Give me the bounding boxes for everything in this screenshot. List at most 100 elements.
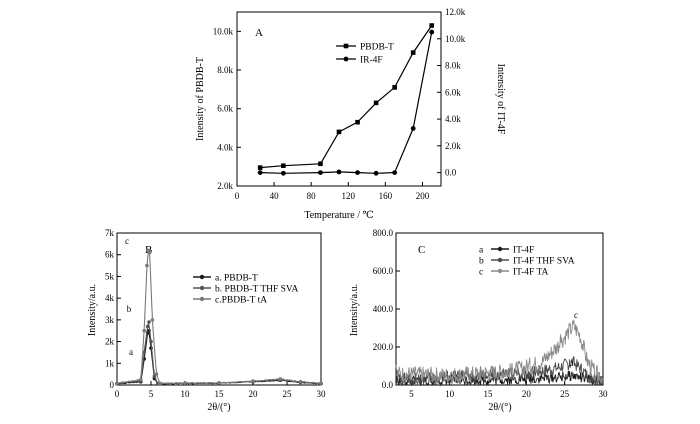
panel-a-point-square (318, 161, 323, 167)
panel-c-xtick-label: 20 (522, 389, 532, 399)
panel-b-point (278, 377, 283, 381)
panel-b-ytick-label: 6k (105, 250, 115, 260)
panel-b-legend-label: a. PBDB-T (215, 274, 258, 284)
panel-a-xtick-label: 200 (416, 191, 430, 201)
panel-c-legend-marker (497, 246, 503, 252)
panel-b-point (298, 379, 303, 384)
panel-c-annotation: c (574, 310, 578, 320)
panel-a-frame (236, 11, 442, 187)
panel-a-ylabel: Intensity of PBDB-T (195, 57, 206, 141)
panel-a-point-circle (410, 126, 416, 131)
panel-b-point (115, 381, 119, 386)
panel-a-point-circle (318, 170, 323, 176)
panel-b-xtick-label: 25 (283, 389, 293, 399)
panel-c-legend-prefix: b (479, 257, 484, 267)
panel-c-legend-prefix: c (479, 268, 483, 278)
panel-b-point (183, 381, 187, 385)
panel-b-series-line-1 (116, 329, 322, 385)
panel-b-legend-label: b. PBDB-T THF SVA (215, 285, 299, 295)
panel-b-legend-marker (199, 296, 205, 302)
panel-a-legend-label: PBDB-T (360, 43, 394, 53)
panel-c-series-line-3 (395, 320, 604, 385)
panel-b-point (149, 339, 153, 344)
panel-a-xtick-label: 40 (270, 191, 280, 201)
panel-a-point-circle (280, 170, 286, 176)
panel-b-xtick-label: 0 (115, 389, 120, 399)
panel-b-annotation: c (125, 236, 129, 246)
panel-b-ytick-label: 5k (105, 271, 115, 281)
panel-b-series-line-3 (116, 249, 322, 385)
panel-b-annotation: a (129, 347, 133, 357)
panel-a-y2tick-label: 10.0k (445, 34, 466, 44)
panel-b-legend-label: c.PBDB-T tA (215, 296, 267, 306)
panel-b-xtick-label: 5 (149, 389, 154, 399)
panel-b-point (217, 381, 221, 385)
panel-a-ytick-label: 2.0k (217, 181, 233, 191)
panel-a-point-square (429, 23, 435, 28)
panel-a-point-square (281, 163, 286, 168)
panel-b-xtick-label: 20 (249, 389, 259, 399)
panel-a-xtick-label: 80 (307, 191, 317, 201)
panel-c-legend-label: IT-4F TA (513, 268, 549, 278)
panel-b-annotation: b (127, 304, 132, 314)
panel-c-ytick-label: 800.0 (373, 228, 394, 238)
panel-c-ytick-label: 0.0 (382, 380, 394, 390)
panel-b-ytick-label: 3k (105, 315, 115, 325)
panel-c-legend-marker (497, 268, 503, 274)
panel-c: C 5 10 15 20 25 30 0.0 200.0 400.0 600.0 800.0 IT… (349, 228, 608, 413)
panel-a-xlabel: Temperature / ℃ (304, 210, 373, 221)
panel-a-ytick-label: 4.0k (217, 142, 233, 152)
panel-a-point-square (355, 119, 360, 125)
panel-a-point-circle (257, 170, 263, 176)
panel-a-point-square (336, 129, 342, 135)
panel-a-ytick-label: 8.0k (217, 65, 233, 75)
panel-b-point (158, 381, 162, 386)
panel-b-xtick-label: 10 (181, 389, 191, 399)
panel-b-xtick-label: 15 (215, 389, 225, 399)
panel-a-y2tick-label: 2.0k (445, 141, 461, 151)
panel-c-ytick-label: 400.0 (373, 304, 394, 314)
panel-b-ytick-label: 7k (105, 228, 115, 238)
panel-b-point (145, 263, 149, 268)
panel-a-xtick-label: 160 (379, 191, 393, 201)
panel-b-point (147, 320, 151, 324)
panel-b-legend-marker (199, 285, 205, 291)
panel-c-xtick-label: 10 (445, 389, 455, 399)
panel-a-y2tick-label: 4.0k (445, 114, 461, 124)
panel-a-point-square (392, 85, 397, 90)
panel-a-legend-marker (343, 43, 349, 49)
panel-c-letter: C (418, 244, 425, 256)
panel-b-point (150, 318, 155, 322)
panel-b-ytick-label: 2k (105, 337, 115, 347)
panel-b-ytick-label: 1k (105, 358, 115, 368)
panel-a-xtick-label: 0 (235, 191, 240, 201)
panel-b-legend-marker (199, 274, 205, 280)
panel-b-point (145, 324, 150, 329)
panel-a: A 0 40 80 120 160 200 2.0k 4.0k 6.0k 8.0k 10.0k 0… (195, 7, 506, 221)
panel-c-xtick-label: 15 (484, 389, 494, 399)
panel-b-point (154, 372, 159, 376)
panel-a-xtick-label: 120 (342, 191, 356, 201)
panel-c-ytick-label: 200.0 (373, 342, 394, 352)
panel-c-legend-prefix: a (479, 246, 484, 256)
panel-a-point-square (373, 100, 379, 106)
panel-a-point-square (410, 50, 416, 55)
panel-b-point (251, 379, 255, 383)
panel-c-ylabel: Intensity/a.u. (349, 284, 360, 336)
panel-c-annotation: b (569, 358, 574, 368)
panel-b-point (147, 250, 152, 255)
panel-a-legend-label: IR-4F (360, 56, 383, 66)
panel-a-legend-marker (343, 56, 349, 62)
panel-c-xtick-label: 25 (560, 389, 570, 399)
panel-b-xlabel: 2θ/(°) (207, 402, 230, 413)
panel-a-point-circle (373, 170, 379, 176)
panel-b-ytick-label: 4k (105, 293, 115, 303)
panel-b-xtick-label: 30 (317, 389, 327, 399)
panel-a-y2tick-label: 0.0 (445, 168, 457, 178)
panel-a-point-circle (355, 170, 360, 176)
panel-a-ytick-label: 6.0k (217, 104, 233, 114)
panel-c-xtick-label: 30 (599, 389, 609, 399)
panel-a-point-circle (429, 29, 435, 35)
